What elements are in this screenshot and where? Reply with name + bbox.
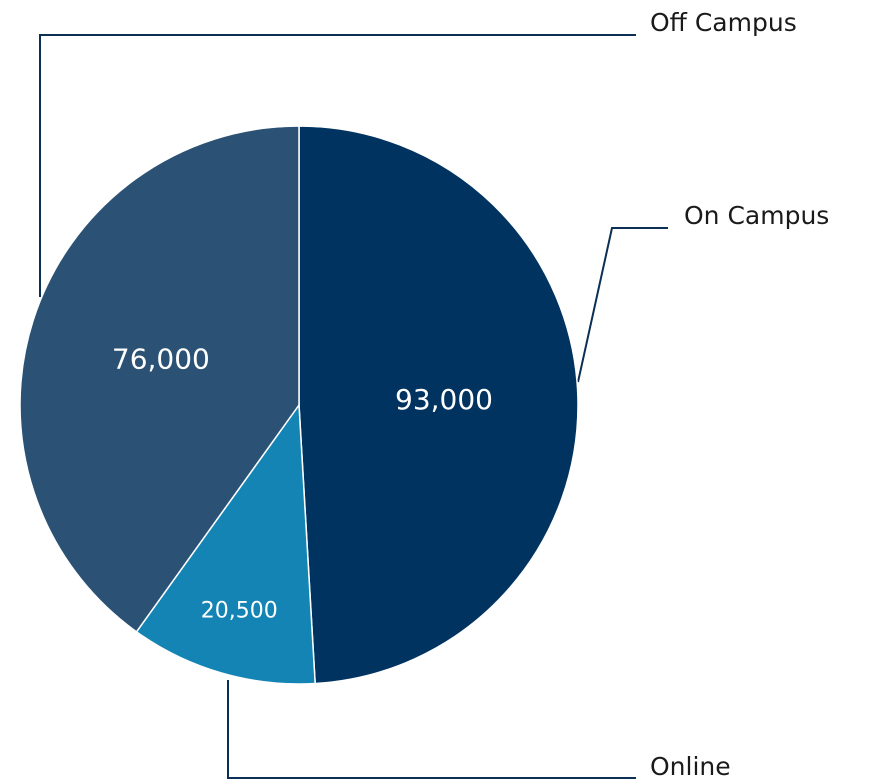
leader-line — [577, 227, 668, 383]
pie-slice — [19, 125, 300, 633]
data-label: 76,000 — [112, 343, 210, 376]
data-label: 20,500 — [201, 598, 278, 623]
leader-line — [227, 680, 636, 779]
pie — [19, 125, 579, 685]
pie-slice — [135, 402, 316, 685]
data-label: 93,000 — [395, 383, 493, 416]
legend-label: Online — [650, 752, 731, 781]
leader-line — [39, 34, 636, 297]
legend-label: On Campus — [684, 201, 829, 230]
legend-label: Off Campus — [650, 8, 797, 37]
pie-slice — [298, 125, 579, 685]
